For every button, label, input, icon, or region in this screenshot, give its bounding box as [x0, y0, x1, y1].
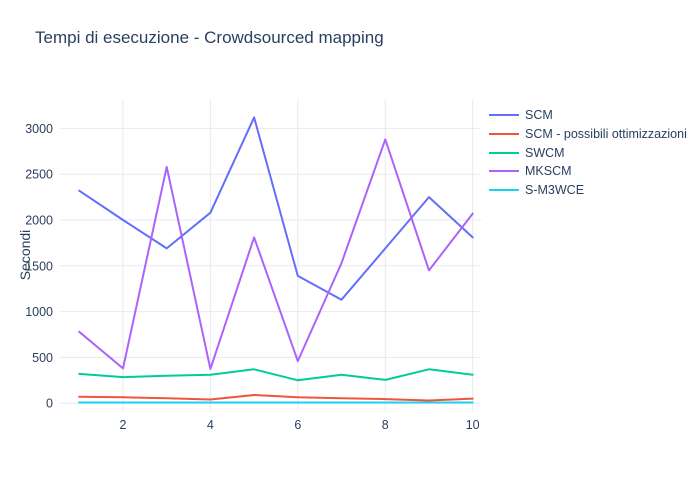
legend-line-swatch	[489, 114, 519, 117]
legend-line-swatch	[489, 151, 519, 154]
series-line[interactable]	[78, 116, 474, 301]
chart-title: Tempi di esecuzione - Crowdsourced mappi…	[35, 28, 384, 47]
series-line[interactable]	[78, 138, 474, 370]
legend-line-swatch	[489, 170, 519, 173]
y-tick-label: 500	[32, 351, 53, 365]
y-tick-label: 1000	[25, 305, 53, 319]
legend-line-swatch	[489, 133, 519, 136]
x-tick-label: 6	[294, 418, 301, 432]
y-tick-label: 1500	[25, 259, 53, 273]
legend-label: MKSCM	[525, 164, 572, 179]
x-tick-label: 8	[382, 418, 389, 432]
y-tick-label: 2500	[25, 168, 53, 182]
legend-item[interactable]: SCM - possibili ottimizzazioni	[489, 125, 687, 144]
legend-label: SWCM	[525, 145, 565, 160]
legend-label: S-M3WCE	[525, 183, 585, 198]
legend-label: SCM - possibili ottimizzazioni	[525, 127, 687, 142]
legend-item[interactable]: MKSCM	[489, 162, 687, 181]
x-tick-label: 4	[207, 418, 214, 432]
series-line[interactable]	[78, 368, 474, 382]
legend-item[interactable]: SCM	[489, 106, 687, 125]
legend-label: SCM	[525, 108, 553, 123]
x-tick-label: 10	[466, 418, 480, 432]
y-tick-label: 3000	[25, 122, 53, 136]
legend: SCM SCM - possibili ottimizzazioni SWCM MKS…	[489, 106, 687, 199]
legend-item[interactable]: S-M3WCE	[489, 181, 687, 200]
x-tick-label: 2	[119, 418, 126, 432]
series-line[interactable]	[78, 394, 474, 402]
legend-line-swatch	[489, 189, 519, 192]
y-tick-label: 2000	[25, 214, 53, 228]
y-tick-label: 0	[46, 397, 53, 411]
legend-item[interactable]: SWCM	[489, 143, 687, 162]
